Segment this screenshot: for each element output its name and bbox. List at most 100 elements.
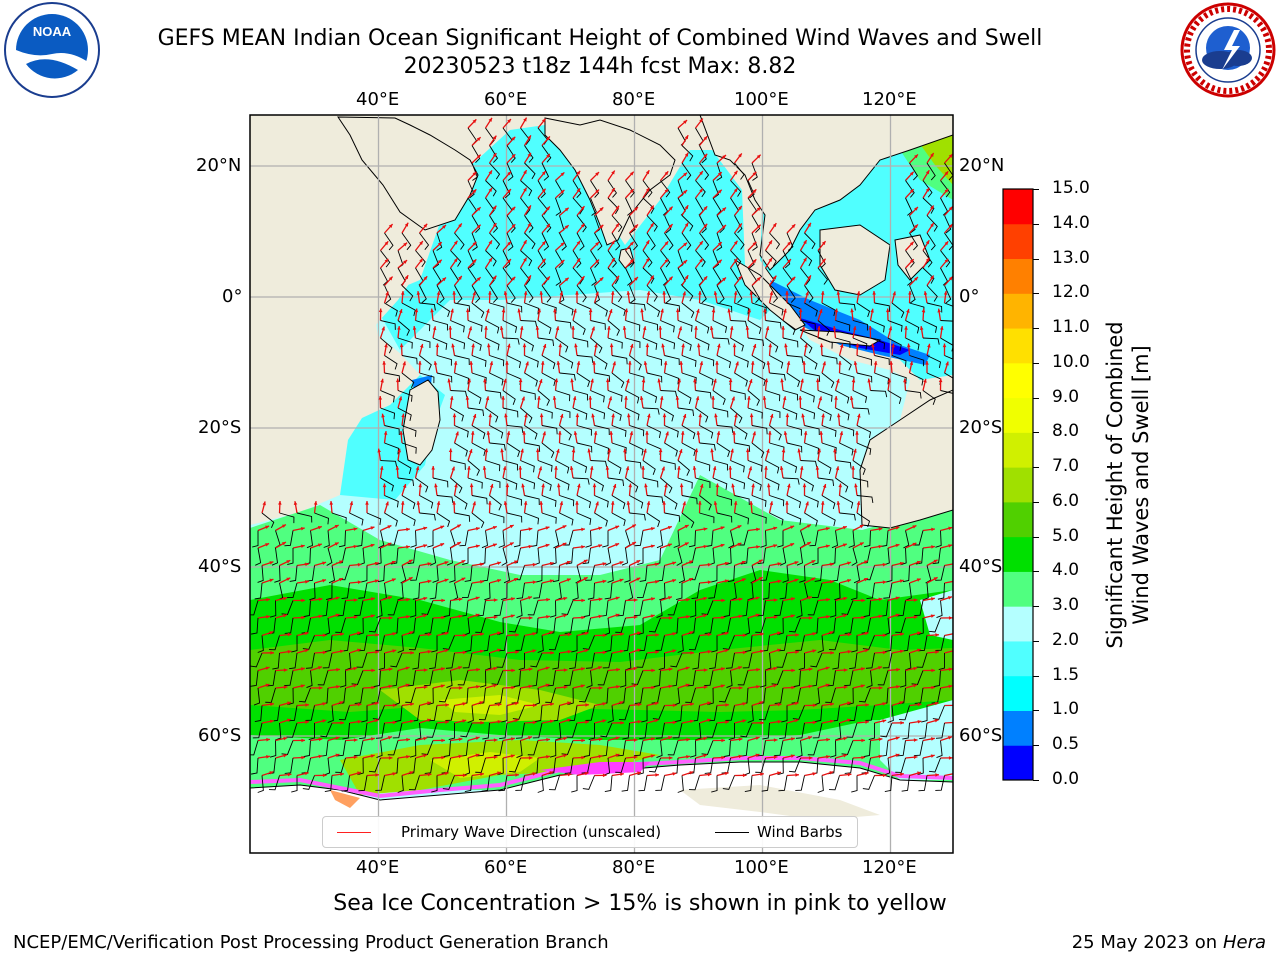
wind-barb [358, 635, 368, 652]
wave-arrowhead [492, 205, 497, 210]
wind-barb [357, 757, 364, 776]
wave-arrowhead [575, 413, 580, 418]
wind-barb [765, 477, 780, 491]
wave-arrowhead [822, 484, 827, 489]
wave-arrowhead [923, 291, 928, 296]
wave-arrowhead [483, 378, 487, 383]
wave-arrowhead [623, 448, 627, 453]
wind-barb [375, 722, 385, 739]
wave-arrowhead [357, 562, 362, 567]
wind-barb [936, 600, 943, 618]
sea-ice-edge [250, 756, 953, 808]
wave-arrowhead [381, 413, 385, 418]
wave-arrowhead [527, 596, 532, 600]
wave-arrowhead [616, 667, 620, 672]
wind-barb [485, 652, 492, 671]
wave-arrowhead [645, 240, 650, 245]
wave-arrowhead [475, 544, 480, 549]
wind-barb [471, 162, 478, 181]
wave-arrowhead [759, 649, 764, 654]
wind-barb [261, 512, 275, 528]
wave-arrowhead [405, 666, 410, 670]
wind-barb [524, 442, 541, 452]
wave-arrowhead [766, 361, 771, 365]
wave-arrowhead [602, 650, 607, 655]
wave-arrowhead [637, 631, 642, 635]
wind-barb [807, 600, 819, 616]
colorbar-tick-mark [1033, 710, 1039, 712]
wind-barb [935, 775, 945, 791]
wave-arrowhead [322, 650, 327, 655]
wave-arrowhead [442, 225, 446, 229]
wind-barb [744, 775, 753, 792]
wave-arrowhead [765, 326, 770, 331]
wave-arrowhead [802, 361, 806, 365]
wind-barb [786, 232, 794, 251]
wave-arrowhead [266, 597, 270, 602]
wind-barb [448, 722, 456, 741]
wave-arrowhead [794, 718, 799, 723]
wind-barb [485, 477, 501, 488]
wind-barb [660, 337, 676, 350]
wave-arrowhead [469, 361, 474, 365]
wave-arrowhead [497, 631, 502, 635]
wind-barb [944, 355, 953, 360]
wave-arrowhead [812, 649, 817, 653]
wave-arrowhead [717, 172, 722, 177]
wave-arrowhead [382, 361, 386, 365]
wave-arrowhead [791, 685, 795, 690]
wind-barb [852, 320, 868, 331]
wave-arrowhead [563, 736, 568, 741]
wave-arrowhead [722, 277, 726, 282]
wind-barb [585, 652, 595, 669]
wave-arrowhead [440, 684, 445, 688]
wave-arrowhead [432, 326, 437, 331]
wind-barb [821, 495, 836, 510]
wind-barb [445, 652, 455, 669]
wind-barb [541, 145, 552, 163]
wave-arrowhead [602, 702, 607, 706]
wind-barb [576, 215, 587, 233]
wave-arrowhead [335, 753, 340, 758]
wind-barb [935, 722, 945, 739]
wave-arrowhead [637, 719, 642, 724]
wind-barb [432, 337, 448, 350]
wave-arrowhead [563, 596, 568, 601]
wind-barb [792, 705, 805, 720]
wind-barb [373, 670, 381, 688]
wave-arrowhead [804, 343, 808, 348]
wave-arrowhead [476, 277, 481, 281]
wave-arrowhead [510, 754, 515, 758]
wave-arrowhead [755, 596, 760, 600]
wind-barb [397, 775, 404, 793]
wave-arrowhead [412, 326, 417, 330]
wind-barb [743, 757, 751, 776]
wave-arrowhead [505, 361, 509, 365]
wind-barb [638, 775, 648, 792]
wind-barb [782, 565, 789, 583]
wind-barb [345, 652, 352, 671]
wind-barb [355, 530, 364, 547]
wind-barb [922, 337, 940, 345]
wind-barb [817, 250, 826, 269]
wave-arrowhead [773, 666, 778, 671]
wind-barb [649, 757, 661, 773]
wind-barb [634, 530, 644, 547]
wave-arrowhead [878, 737, 883, 742]
wave-arrowhead [645, 343, 650, 348]
wind-barb [585, 705, 595, 721]
wind-barb [464, 775, 473, 792]
wave-arrowhead [615, 205, 620, 210]
wind-barb [664, 442, 678, 457]
wind-barb [303, 740, 311, 758]
wind-barb [722, 775, 735, 790]
wind-barb [537, 320, 552, 334]
wind-barb [502, 460, 518, 471]
wind-barb [475, 617, 486, 633]
wave-arrowhead [590, 378, 594, 383]
wave-arrowhead [721, 738, 725, 743]
wave-arrowhead [528, 756, 533, 760]
wind-barb [436, 285, 445, 304]
wind-barb [415, 722, 422, 741]
wind-barb [730, 460, 745, 473]
